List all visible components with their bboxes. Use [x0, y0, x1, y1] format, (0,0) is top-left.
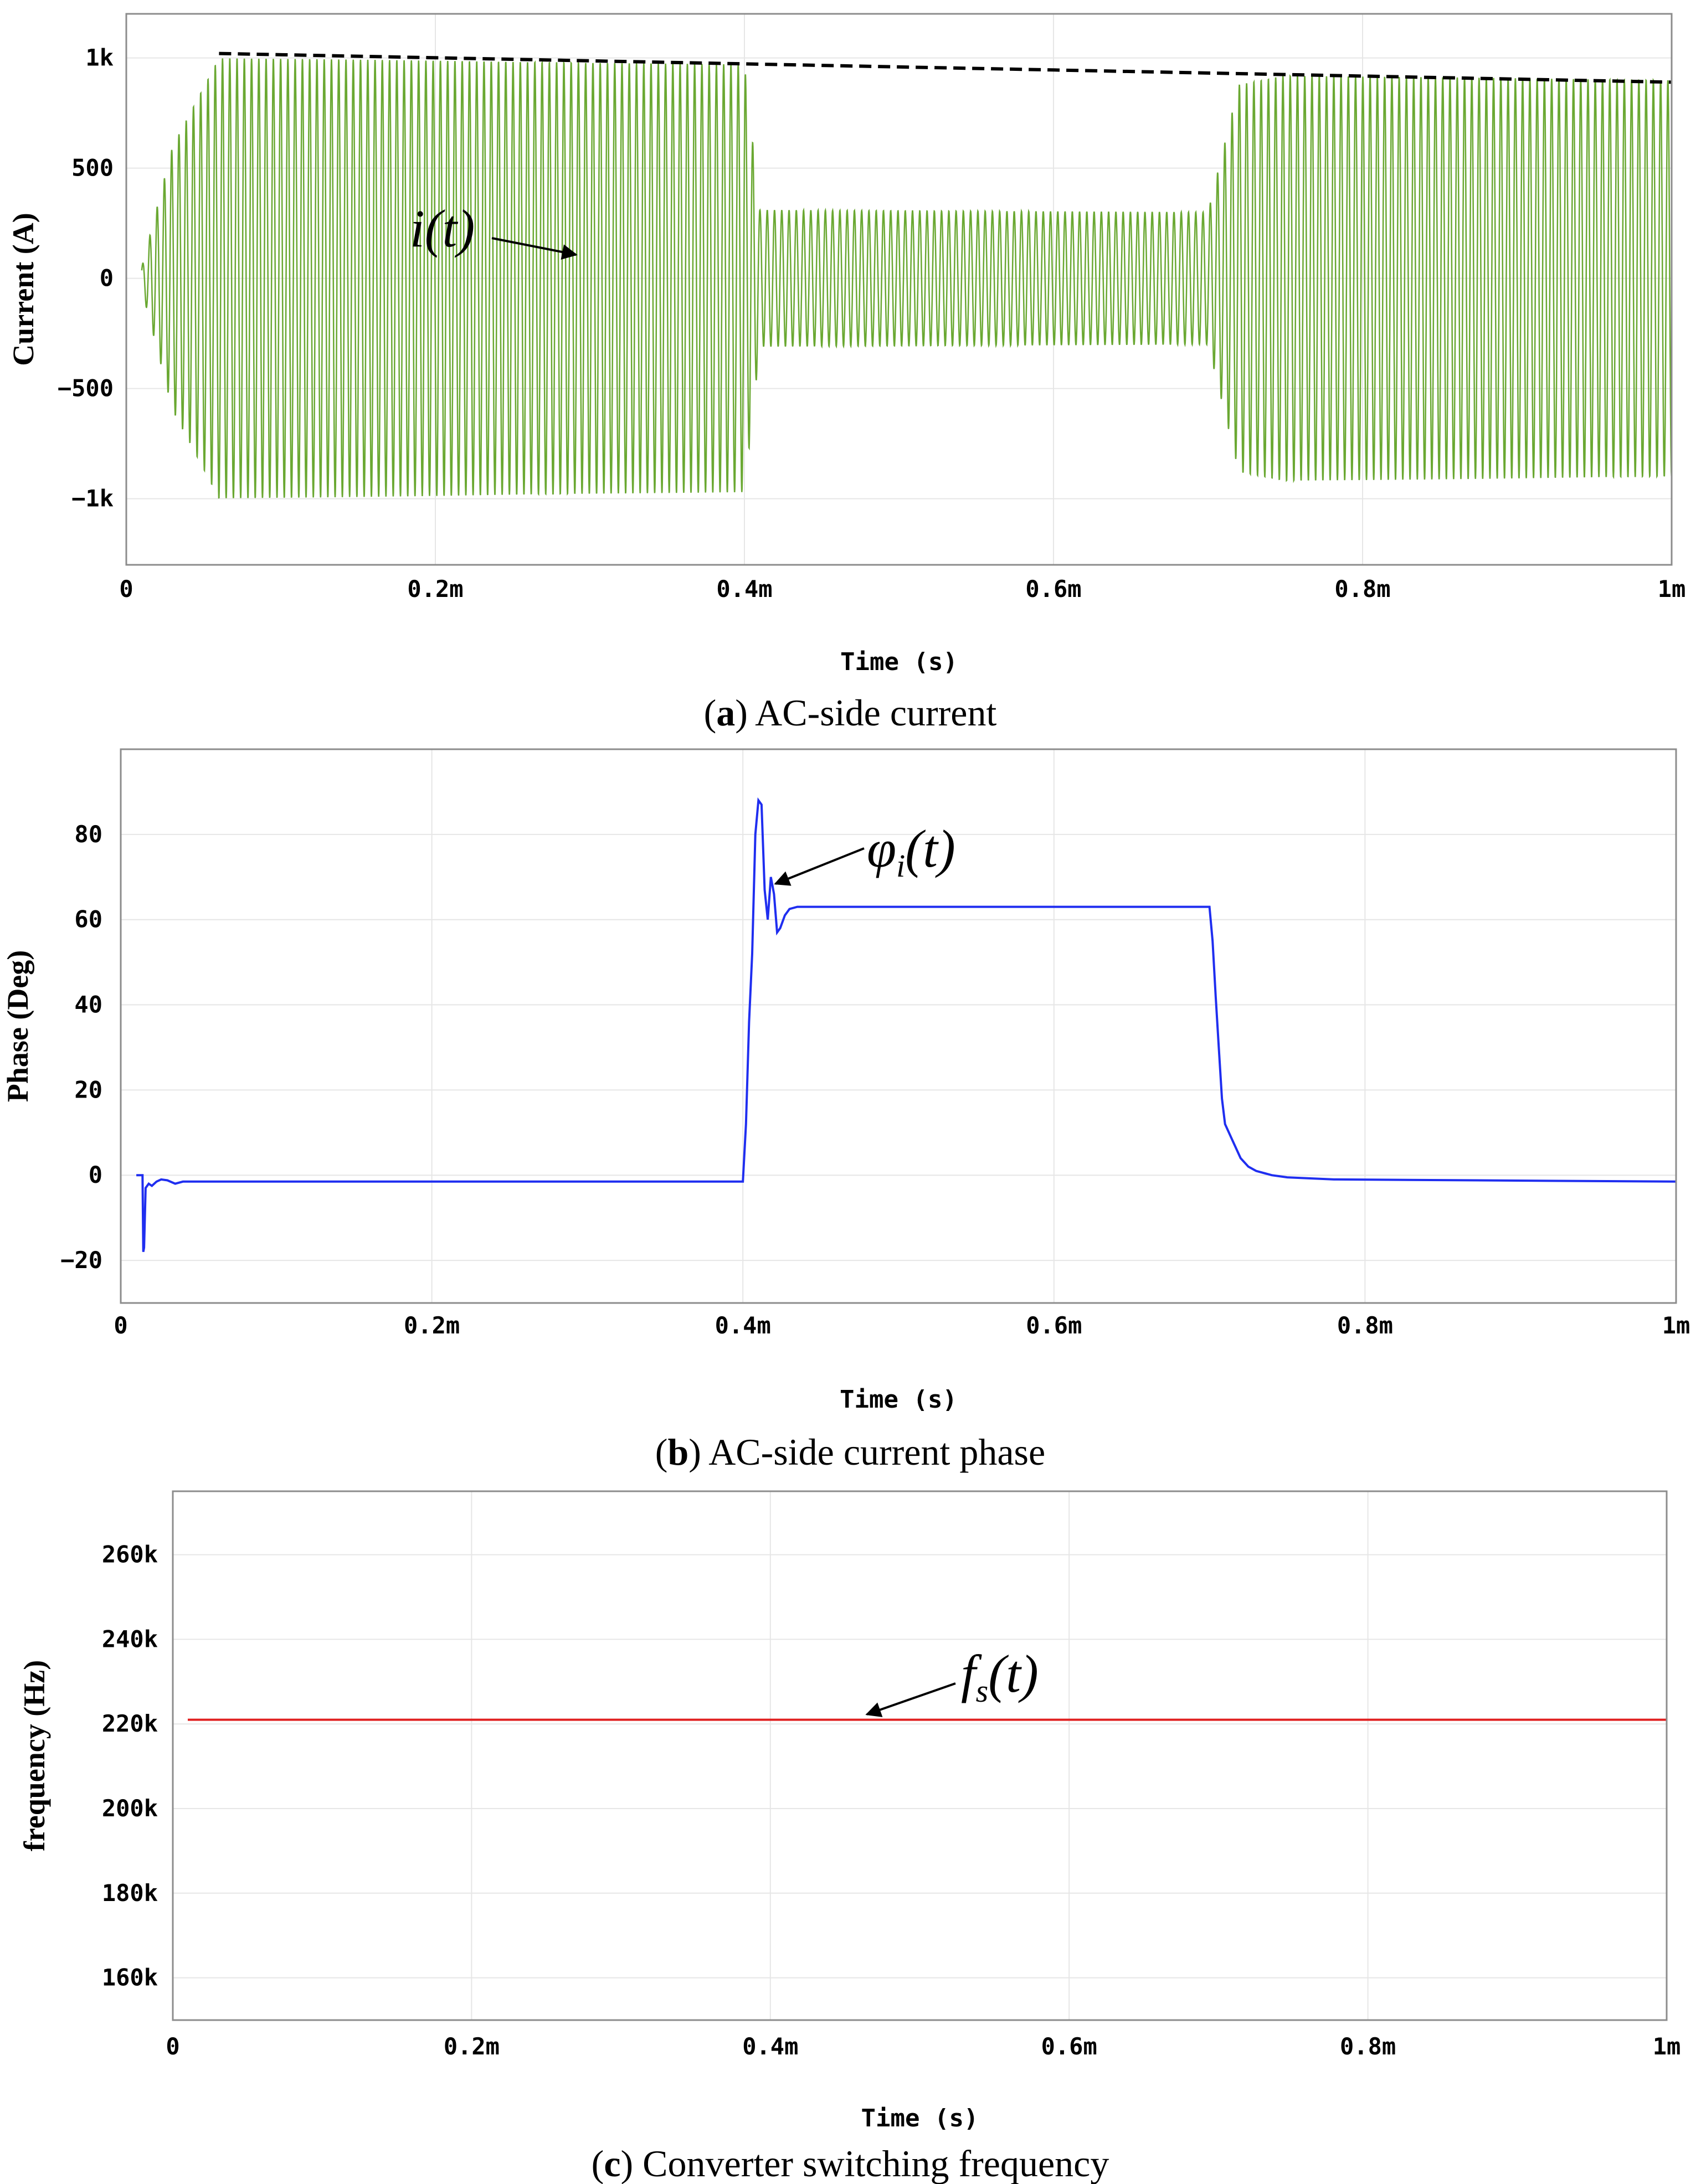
annotation-arrow — [865, 1682, 956, 1717]
annotation-argument: (t) — [988, 1644, 1039, 1703]
x-tick-label: 0.4m — [716, 575, 772, 602]
x-axis-label: Time (s) — [840, 1385, 957, 1414]
annotation-symbol: i(t) — [410, 199, 475, 258]
x-tick-label: 0.8m — [1334, 575, 1390, 602]
caption-paren-open: ( — [592, 2142, 604, 2184]
annotation-arrow — [491, 237, 578, 260]
panel-caption: (c) Converter switching frequency — [592, 2142, 1109, 2184]
x-axis-label: Time (s) — [861, 2104, 979, 2133]
caption-letter: b — [667, 1431, 688, 1473]
annotation-subscript: i — [896, 848, 905, 884]
caption-paren-close: ) — [621, 2142, 643, 2184]
series-annotation: fs(t) — [961, 1644, 1039, 1709]
plot-area — [173, 1491, 1667, 2020]
y-tick-label: −500 — [58, 375, 114, 402]
caption-letter: a — [716, 692, 735, 734]
y-axis-label: Phase (Deg) — [1, 950, 34, 1102]
plot-area — [121, 749, 1676, 1303]
y-tick-label: −1k — [71, 485, 114, 512]
x-tick-label: 0 — [114, 1312, 127, 1339]
series-current-waveform — [141, 58, 1672, 499]
annotation-symbol: φ — [867, 819, 896, 878]
y-tick-label: 220k — [102, 1710, 158, 1737]
y-tick-label: 60 — [74, 906, 102, 933]
y-tick-label: −20 — [60, 1246, 102, 1274]
y-tick-label: 0 — [100, 265, 114, 292]
annotation-arrow — [774, 847, 865, 886]
y-tick-label: 500 — [71, 154, 114, 182]
x-tick-label: 1m — [1658, 575, 1686, 602]
y-tick-label: 40 — [74, 991, 102, 1018]
y-axis-label: Current (A) — [7, 213, 40, 365]
x-tick-label: 0.6m — [1026, 1312, 1082, 1339]
y-axis-label: frequency (Hz) — [18, 1660, 51, 1851]
plot-frame — [125, 13, 1673, 566]
series-group — [136, 797, 1676, 1253]
x-tick-label: 0.6m — [1025, 575, 1081, 602]
series-annotation: i(t) — [410, 199, 475, 258]
y-tick-label: 80 — [74, 821, 102, 848]
panel-caption: (b) AC-side current phase — [655, 1431, 1045, 1473]
x-tick-label: 0.8m — [1337, 1312, 1393, 1339]
plot-frame — [172, 1490, 1668, 2021]
caption-letter: c — [604, 2142, 620, 2184]
caption-paren-close: ) — [735, 692, 755, 734]
chart-panel-b: 80 60 40 20 0 −20 0 0.2m 0.4m 0.6m 0.8m 1m Time (s) P… — [1, 748, 1690, 1473]
x-axis-label: Time (s) — [840, 648, 958, 676]
y-tick-label: 1k — [85, 44, 114, 71]
x-tick-label: 0.4m — [742, 2033, 798, 2060]
series-group — [141, 51, 1672, 499]
x-tick-label: 1m — [1653, 2033, 1681, 2060]
x-tick-label: 1m — [1662, 1312, 1690, 1339]
y-tick-label: 0 — [89, 1161, 102, 1188]
chart-panel-a: 1k 500 0 −500 −1k 0 0.2m 0.4m 0.6m 0.8m 1m Time (s)… — [7, 13, 1686, 734]
caption-paren-open: ( — [704, 692, 717, 734]
x-tick-label: 0.6m — [1041, 2033, 1097, 2060]
x-tick-label: 0 — [166, 2033, 179, 2060]
series-line — [136, 797, 1676, 1253]
x-tick-label: 0.2m — [444, 2033, 500, 2060]
chart-panel-c: 260k 240k 220k 200k 180k 160k 0 0.2m 0.4m 0.6m 0.8… — [18, 1490, 1681, 2184]
caption-paren-open: ( — [655, 1431, 668, 1473]
annotation-subscript: s — [976, 1673, 989, 1709]
caption-text: Converter switching frequency — [643, 2142, 1109, 2184]
x-tick-label: 0.8m — [1340, 2033, 1396, 2060]
caption-text: AC-side current — [755, 692, 996, 734]
y-tick-label: 200k — [102, 1795, 158, 1822]
annotation-argument: (t) — [905, 819, 955, 878]
y-tick-label: 20 — [74, 1076, 102, 1103]
series-annotation: φi(t) — [867, 819, 955, 884]
x-tick-label: 0.2m — [407, 575, 463, 602]
plot-frame — [120, 748, 1677, 1304]
caption-text: AC-side current phase — [708, 1431, 1045, 1473]
y-tick-label: 160k — [102, 1964, 158, 1991]
panel-caption: (a) AC-side current — [704, 692, 997, 734]
caption-paren-close: ) — [688, 1431, 708, 1473]
x-tick-label: 0.2m — [404, 1312, 460, 1339]
y-tick-label: 260k — [102, 1541, 158, 1568]
x-tick-label: 0 — [119, 575, 133, 602]
y-tick-label: 180k — [102, 1879, 158, 1907]
y-tick-label: 240k — [102, 1625, 158, 1652]
series-envelope-dashed-line — [219, 51, 1672, 84]
x-tick-label: 0.4m — [715, 1312, 771, 1339]
